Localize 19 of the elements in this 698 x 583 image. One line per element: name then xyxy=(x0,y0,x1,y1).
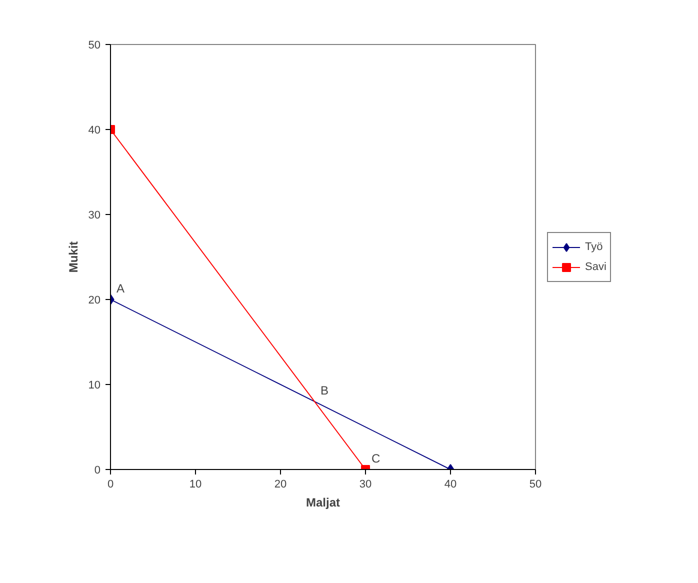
y-axis-title: Mukit xyxy=(66,241,80,273)
y-tick-label: 40 xyxy=(88,124,101,136)
x-tick-label: 40 xyxy=(444,478,457,490)
x-tick-label: 10 xyxy=(189,478,202,490)
legend-label: Savi xyxy=(585,260,606,272)
y-tick-label: 30 xyxy=(88,210,101,222)
y-tick-label: 20 xyxy=(88,294,101,306)
x-tick-label: 0 xyxy=(107,478,114,490)
x-axis-title: Maljat xyxy=(306,496,340,510)
y-tick-label: 0 xyxy=(94,464,101,476)
y-tick-label: 10 xyxy=(88,380,101,392)
x-tick-label: 50 xyxy=(529,478,542,490)
x-tick-label: 20 xyxy=(274,478,287,490)
annotation: A xyxy=(116,282,125,296)
x-tick-label: 30 xyxy=(359,478,372,490)
y-tick-label: 50 xyxy=(88,40,101,52)
legend-label: Työ xyxy=(585,240,604,252)
annotation: B xyxy=(320,384,329,398)
annotation: C xyxy=(372,452,380,466)
